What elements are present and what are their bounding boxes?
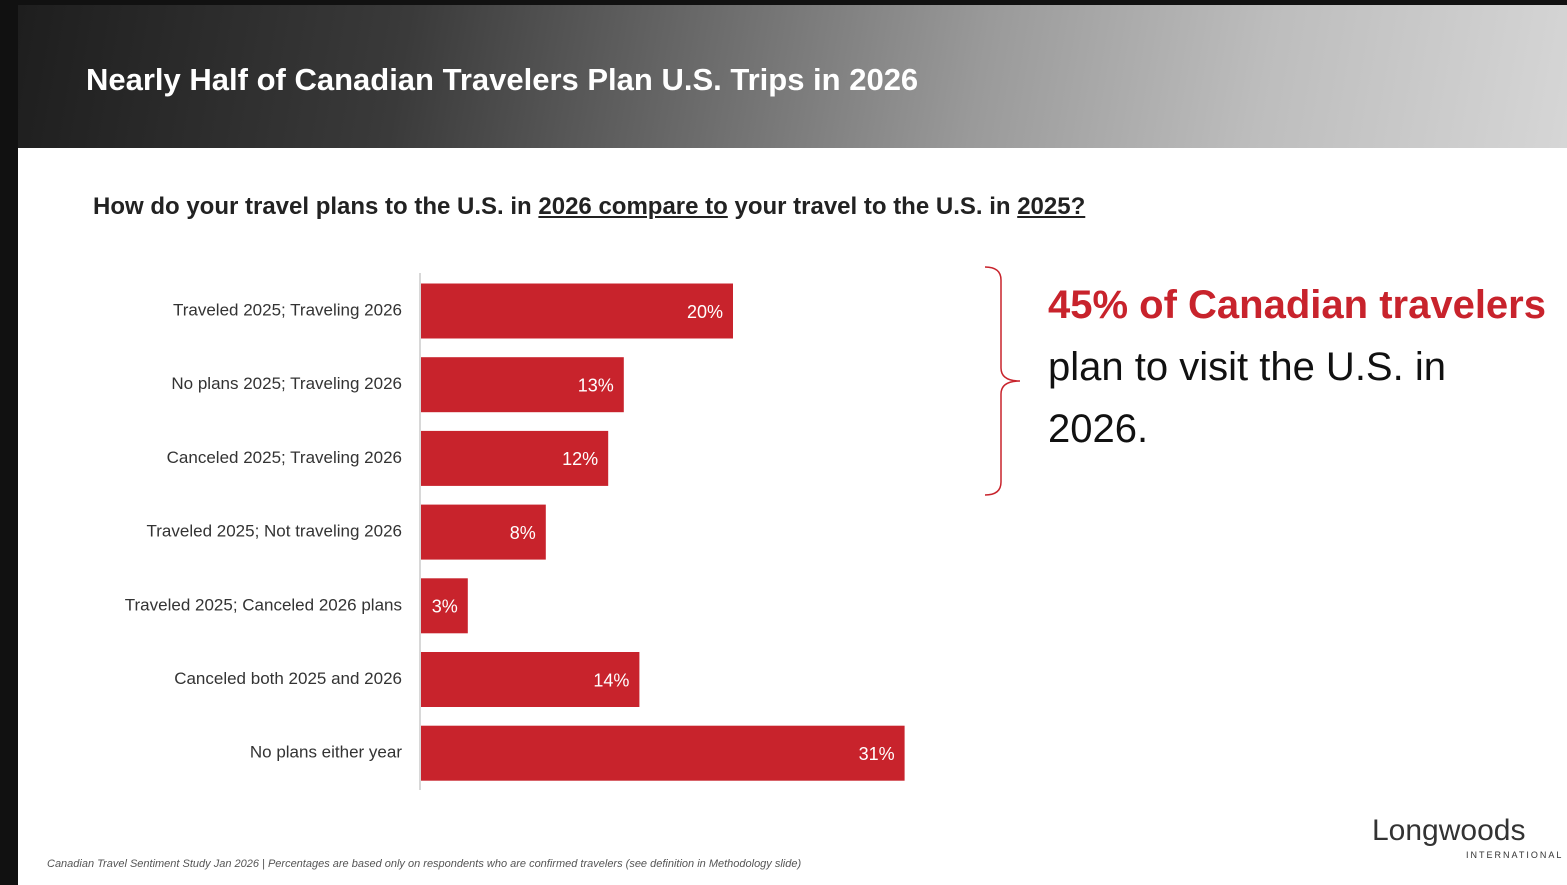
category-label: Traveled 2025; Canceled 2026 plans [125, 595, 402, 614]
header-banner [18, 5, 1567, 148]
value-label: 8% [510, 523, 536, 543]
category-label: Traveled 2025; Traveling 2026 [173, 300, 402, 319]
callout-text: plan to visit the U.S. in 2026. [1048, 345, 1446, 451]
bar [421, 725, 905, 781]
category-label: Traveled 2025; Not traveling 2026 [147, 522, 402, 541]
bar [421, 504, 546, 560]
category-label: Canceled 2025; Traveling 2026 [167, 448, 402, 467]
value-label: 12% [562, 449, 598, 469]
callout-highlight: 45% of Canadian travelers [1048, 283, 1546, 327]
question-text: How do your travel plans to the U.S. in [93, 193, 539, 220]
value-label: 13% [578, 375, 614, 395]
category-label: No plans 2025; Traveling 2026 [171, 374, 402, 393]
question-text: 2026 compare to [538, 193, 728, 220]
value-label: 31% [859, 744, 895, 764]
question: How do your travel plans to the U.S. in … [93, 193, 1085, 221]
frame [0, 0, 18, 885]
value-label: 20% [687, 302, 723, 322]
value-label: 3% [432, 597, 458, 617]
logo: Longwoods [1372, 814, 1526, 847]
category-label: No plans either year [250, 743, 402, 762]
bar [421, 578, 468, 634]
bar [421, 430, 609, 486]
callout: 45% of Canadian travelers plan to visit … [1048, 274, 1548, 460]
bar [421, 357, 624, 413]
logo-sub: INTERNATIONAL [1466, 850, 1564, 860]
footnote: Canadian Travel Sentiment Study Jan 2026… [47, 858, 802, 870]
category-label: Canceled both 2025 and 2026 [174, 669, 402, 688]
slide-title: Nearly Half of Canadian Travelers Plan U… [86, 62, 919, 97]
question-text: your travel to the U.S. in [727, 193, 1018, 220]
question-text: 2025? [1017, 193, 1086, 220]
bar [421, 283, 733, 339]
value-label: 14% [593, 670, 629, 690]
bar [421, 652, 640, 707]
frame [0, 0, 1567, 5]
bracket [984, 266, 1021, 496]
